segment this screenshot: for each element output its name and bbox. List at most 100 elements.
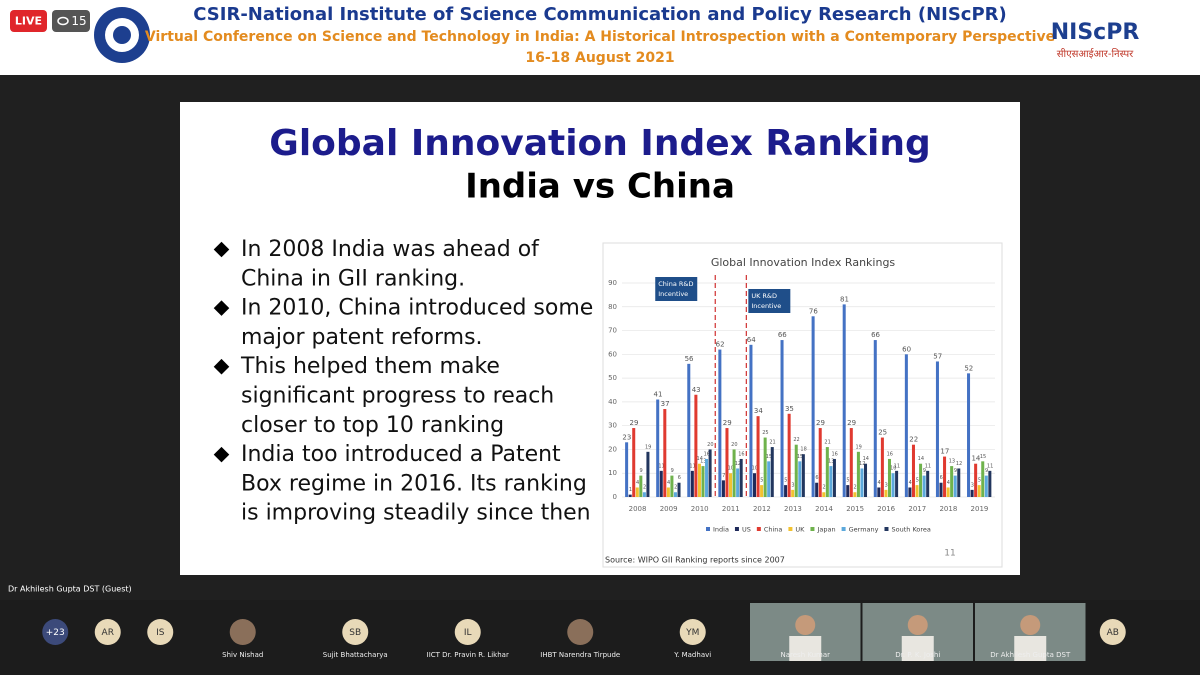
bar [884,489,888,497]
bar [659,470,663,497]
data-label: 64 [747,336,756,344]
chart-title: Global Innovation Index Rankings [711,256,896,269]
data-label: 17 [940,448,949,456]
data-label: 16 [832,451,838,457]
bullet-text: India too introduced a Patent [241,442,561,467]
data-label: 6 [678,475,681,481]
data-label: 15 [766,454,772,460]
data-label: 4 [636,480,639,486]
data-label: 10 [890,466,896,472]
data-label: 9 [640,468,643,474]
live-badge [10,10,47,32]
x-tick-label: 2010 [691,505,709,513]
legend-label: UK [795,526,805,534]
bar [939,482,943,497]
slide-title: Global Innovation Index Ranking [269,123,930,164]
data-label: 20 [731,442,737,448]
participant-name: IICT Dr. Pravin R. Likhar [427,651,509,659]
data-label: 41 [654,391,663,399]
data-label: 5 [760,478,763,484]
data-label: 11 [925,463,931,469]
avatar [342,619,369,645]
bar [801,454,805,497]
avatar-initials: SB [349,628,361,638]
bullet-text: major patent reforms. [241,325,483,350]
bar [911,444,915,497]
legend-swatch [706,527,710,531]
legend-swatch [884,527,889,531]
bar [690,470,694,497]
live-text: LIVE [15,15,42,28]
avatar [147,619,174,645]
data-label: 13 [949,459,955,465]
participant-name: Sujit Bhattacharya [323,651,388,659]
data-label: 15 [980,454,986,460]
bar [919,463,923,497]
bullet-marker [213,358,230,375]
x-tick-label: 2008 [629,505,647,513]
video-body [789,636,822,661]
y-tick-label: 10 [608,469,617,477]
bar [784,485,788,497]
annotation-text: UK R&D [751,292,777,300]
data-label: 13 [700,459,706,465]
bar [725,428,729,497]
avatar [42,619,69,645]
bar [988,470,992,497]
bar [829,466,833,497]
data-label: 22 [793,437,799,443]
data-label: 2 [643,485,646,491]
bar [708,449,712,497]
bar [656,399,660,497]
bar [970,489,974,497]
x-tick-label: 2018 [939,505,957,513]
niscpr-hindi: सीएसआईआर-निस्पर [1057,48,1134,60]
bar [977,485,981,497]
data-label: 56 [685,355,694,363]
data-label: 5 [978,478,981,484]
avatar [1099,619,1126,645]
bar [756,416,760,497]
source-note: Source: WIPO GII Ranking reports since 2… [605,556,785,565]
avatar [679,619,706,645]
bar [666,487,670,497]
bar [895,470,899,497]
bar [853,492,857,497]
data-label: 19 [645,444,651,450]
data-label: 16 [738,451,744,457]
bullet-marker [213,241,230,258]
data-label: 4 [947,480,950,486]
y-tick-label: 50 [608,374,617,382]
y-tick-label: 0 [613,493,617,501]
participant-strip: +23 AR IS Shiv Nishad SB Sujit Bhattacharya IL… [0,600,1200,675]
data-label: 18 [800,447,806,453]
data-label: 21 [824,440,830,446]
data-label: 66 [778,331,787,339]
data-label: 12 [956,461,962,467]
legend-swatch [788,527,793,531]
bar [880,437,884,497]
bullet-marker [213,446,230,463]
bullet-text: significant progress to reach [241,384,554,409]
bar [864,463,868,497]
data-label: 62 [716,341,725,349]
bar [780,340,784,497]
data-label: 11 [987,463,993,469]
avatar-photo [567,619,594,645]
bullet-text: This helped them make [240,354,500,379]
bar [967,373,971,497]
bar [697,463,701,497]
bar [946,487,950,497]
avatar [94,619,121,645]
bar [701,466,705,497]
data-label: 14 [971,455,980,463]
bar [705,458,709,497]
bar [935,361,939,497]
data-label: 15 [797,454,803,460]
viewer-count: 15 [71,14,86,28]
data-label: 29 [816,419,825,427]
bar [663,409,667,497]
bullet-list: In 2008 India was ahead of China in GII r… [213,237,593,526]
bar [974,463,978,497]
